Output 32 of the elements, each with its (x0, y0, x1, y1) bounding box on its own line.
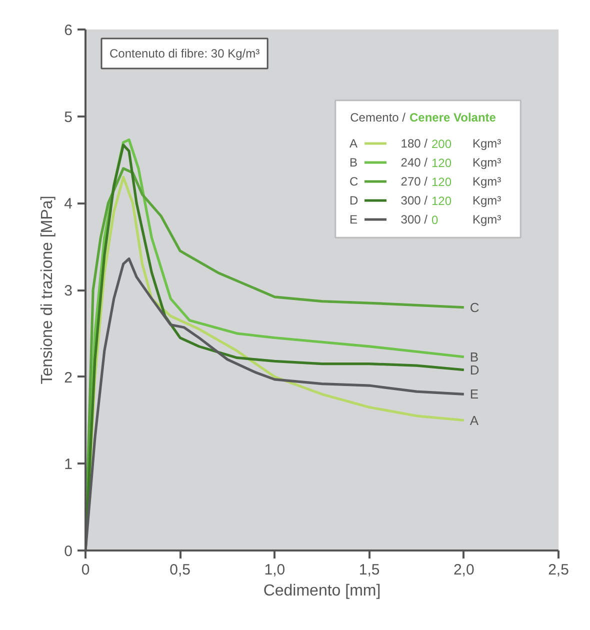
legend-label: D (350, 194, 358, 208)
text: E (470, 386, 479, 402)
x-tick-label: 1,5 (358, 562, 380, 578)
text: 180 / 200 Kgm³ (400, 136, 502, 151)
x-tick-label: 2,5 (548, 562, 569, 578)
legend-label: C (350, 174, 358, 188)
y-tick-label: 1 (64, 456, 72, 474)
x-tick-label: 2,0 (453, 562, 474, 578)
text: B (470, 349, 479, 364)
text: 240 / 120 Kgm³ (400, 156, 502, 170)
legend-label: B (350, 156, 358, 170)
text: 300 / 120 Kgm³ (400, 194, 502, 208)
x-tick-label: 0 (81, 562, 90, 578)
y-tick-label: 5 (64, 108, 72, 126)
y-axis-title: Tensione di trazione [MPa] (39, 196, 56, 384)
text: C (470, 300, 480, 315)
legend-title: Cemento / Cenere Volante (350, 110, 496, 124)
y-tick-label: 6 (64, 22, 72, 39)
text: D (470, 362, 480, 378)
y-tick-label: 2 (64, 369, 72, 386)
x-tick-label: 0,5 (170, 562, 191, 578)
text: 270 / 120 Kgm³ (400, 174, 502, 189)
y-tick-label: 3 (64, 282, 72, 300)
x-tick-label: 1,0 (264, 562, 286, 578)
y-tick-label: 4 (64, 196, 72, 213)
annotation: Contenuto di fibre: 30 Kg/m³ (110, 46, 260, 60)
y-tick-label: 0 (64, 543, 72, 560)
x-axis-title: Cedimento [mm] (263, 582, 381, 600)
legend-label: E (350, 212, 358, 226)
text: A (470, 412, 479, 428)
text: 300 / 0 Kgm³ (400, 212, 502, 227)
legend-label: A (350, 136, 358, 150)
